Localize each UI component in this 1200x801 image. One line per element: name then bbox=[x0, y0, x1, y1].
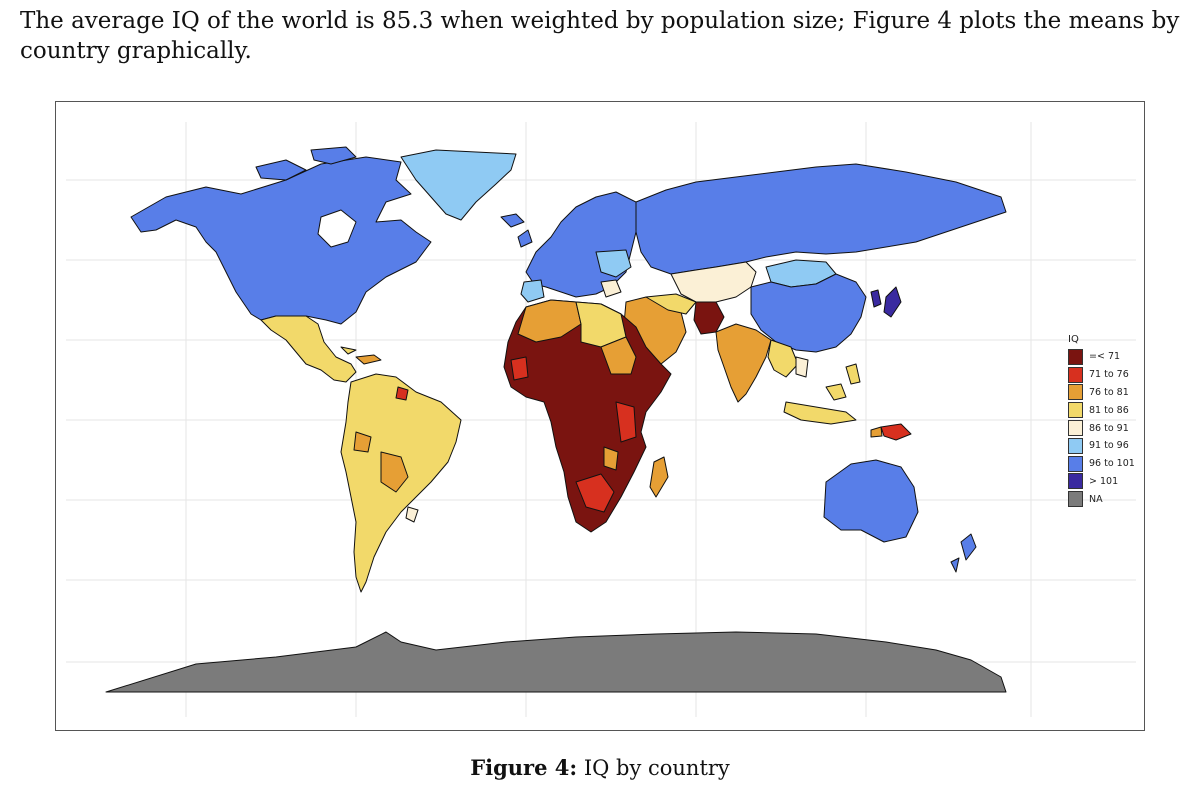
legend-item: 71 to 76 bbox=[1068, 366, 1135, 384]
legend-item: =< 71 bbox=[1068, 348, 1135, 366]
region-australia bbox=[823, 459, 919, 543]
legend-item: 96 to 101 bbox=[1068, 455, 1135, 473]
world-map bbox=[66, 122, 1136, 717]
region-north-america bbox=[130, 156, 432, 325]
map-legend: IQ =< 71 71 to 76 76 to 81 81 to 86 86 t… bbox=[1068, 334, 1135, 508]
region-india bbox=[715, 323, 772, 403]
legend-swatch bbox=[1068, 455, 1083, 472]
legend-title: IQ bbox=[1068, 334, 1079, 345]
region-europe bbox=[525, 191, 647, 298]
legend-label: > 101 bbox=[1089, 475, 1119, 487]
legend-swatch bbox=[1068, 437, 1083, 454]
figure-caption: Figure 4: IQ by country bbox=[0, 755, 1200, 780]
legend-label: =< 71 bbox=[1089, 351, 1121, 363]
legend-label: NA bbox=[1089, 493, 1103, 505]
body-paragraph: The average IQ of the world is 85.3 when… bbox=[20, 8, 1180, 64]
legend-label: 96 to 101 bbox=[1089, 458, 1135, 470]
legend-label: 76 to 81 bbox=[1089, 386, 1129, 398]
world-map-figure: IQ =< 71 71 to 76 76 to 81 81 to 86 86 t… bbox=[55, 101, 1145, 731]
legend-swatch bbox=[1068, 384, 1083, 401]
region-greenland bbox=[400, 149, 517, 221]
legend-item: > 101 bbox=[1068, 473, 1135, 491]
caption-label: Figure 4: bbox=[470, 755, 578, 780]
legend-label: 81 to 86 bbox=[1089, 404, 1129, 416]
legend-item: NA bbox=[1068, 490, 1135, 508]
legend-swatch bbox=[1068, 348, 1083, 365]
legend-item: 91 to 96 bbox=[1068, 437, 1135, 455]
legend-item: 86 to 91 bbox=[1068, 419, 1135, 437]
legend-swatch bbox=[1068, 402, 1083, 419]
legend-item: 81 to 86 bbox=[1068, 401, 1135, 419]
legend-swatch bbox=[1068, 366, 1083, 383]
legend-swatch bbox=[1068, 420, 1083, 437]
legend-label: 86 to 91 bbox=[1089, 422, 1129, 434]
region-mexico-central-america bbox=[260, 315, 357, 383]
caption-text: IQ by country bbox=[583, 756, 730, 780]
region-antarctica bbox=[105, 631, 1007, 693]
legend-swatch bbox=[1068, 473, 1083, 490]
legend-item: 76 to 81 bbox=[1068, 384, 1135, 402]
region-china bbox=[750, 273, 867, 353]
legend-label: 71 to 76 bbox=[1089, 369, 1129, 381]
legend-swatch bbox=[1068, 491, 1083, 508]
legend-label: 91 to 96 bbox=[1089, 440, 1129, 452]
